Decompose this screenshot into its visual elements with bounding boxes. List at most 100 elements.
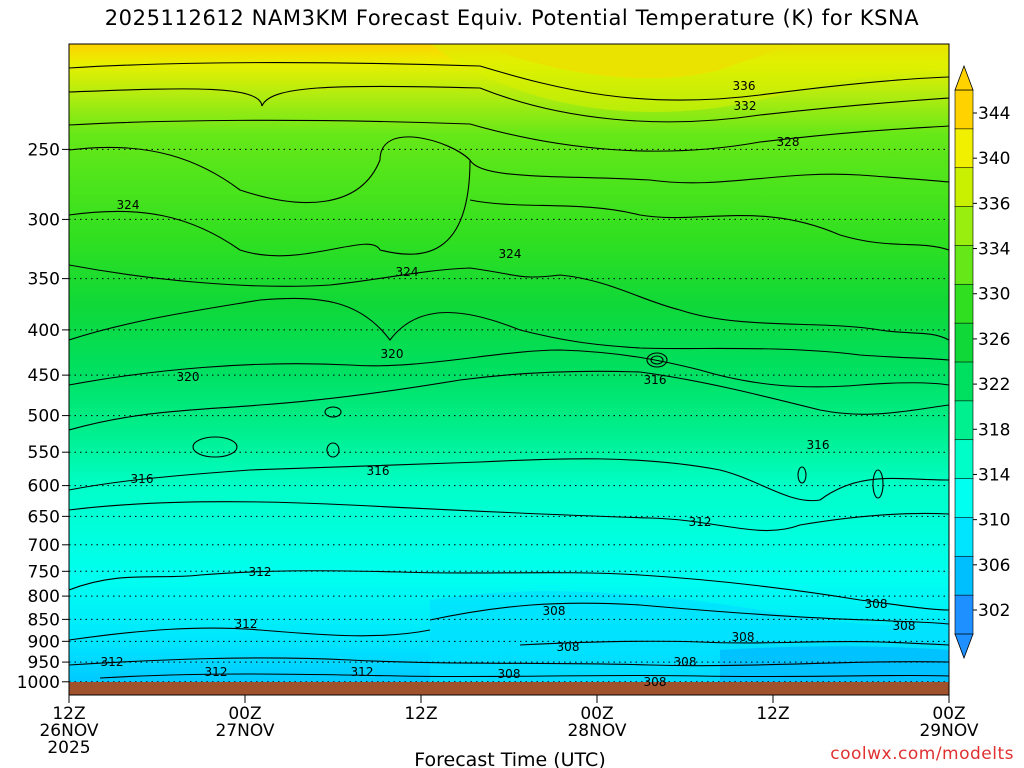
- y-tick-label: 1000: [17, 673, 60, 693]
- contour-line: [192, 436, 238, 458]
- x-tick-label: 00Z: [228, 704, 261, 724]
- colorbar-segment: [954, 361, 974, 402]
- contour-line: [69, 370, 949, 431]
- colorbar-segment: [954, 128, 974, 169]
- colorbar-label: 310: [978, 511, 1010, 531]
- colorbar-segment: [954, 439, 974, 480]
- contour-label: 312: [249, 565, 272, 579]
- contour-label: 320: [381, 347, 404, 361]
- chart-title: 2025112612 NAM3KM Forecast Equiv. Potent…: [104, 6, 920, 30]
- colorbar-label: 314: [978, 465, 1010, 485]
- contour-label: 312: [351, 665, 374, 679]
- field-layer: [69, 44, 949, 695]
- contour-label: 312: [689, 515, 712, 529]
- colorbar-top-arrow: [954, 64, 974, 91]
- y-tick-label: 350: [28, 270, 60, 290]
- theta-e-field: [69, 44, 949, 695]
- contour-line: [99, 673, 949, 679]
- colorbar-segment: [954, 206, 974, 247]
- colorbar-bottom-arrow: [954, 633, 974, 660]
- colorbar-segment: [954, 517, 974, 558]
- credit-text: coolwx.com/modelts: [830, 744, 1014, 764]
- colorbar-label: 344: [978, 104, 1010, 124]
- colorbar-segment: [954, 89, 974, 130]
- plot-frame: [68, 43, 950, 696]
- contour-label: 312: [235, 617, 258, 631]
- colorbar-label: 322: [978, 375, 1010, 395]
- contour-label: 308: [644, 675, 667, 689]
- x-tick-label: 00Z: [932, 704, 965, 724]
- contour-line: [69, 627, 431, 641]
- contour-line: [69, 159, 471, 257]
- y-tick-label: 500: [28, 407, 60, 427]
- contour-label: 336: [733, 79, 756, 93]
- contour-line: [872, 469, 884, 499]
- contour-line: [69, 264, 949, 341]
- contour-line: [326, 442, 340, 458]
- colorbar-segment: [954, 400, 974, 441]
- x-axis-title: Forecast Time (UTC): [414, 749, 605, 768]
- y-tick-label: 300: [28, 210, 60, 230]
- x-tick-label: 29NOV: [919, 721, 978, 741]
- y-tick-label: 750: [28, 562, 60, 582]
- colorbar-label: 334: [978, 240, 1010, 260]
- contour-line: [69, 85, 949, 123]
- contour-label: 308: [543, 604, 566, 618]
- colorbar-segment: [954, 594, 974, 635]
- x-tick-label: 12Z: [52, 704, 85, 724]
- colorbar-label: 318: [978, 420, 1010, 440]
- contour-label: 324: [396, 265, 419, 279]
- contour-line: [650, 355, 664, 365]
- colorbar-segment: [954, 555, 974, 596]
- y-tick-label: 450: [28, 366, 60, 386]
- contour-label: 312: [101, 655, 124, 669]
- x-tick-label: 12Z: [756, 704, 789, 724]
- x-tick-label: 28NOV: [567, 721, 626, 741]
- y-tick-label: 900: [28, 632, 60, 652]
- contour-label: 316: [807, 438, 830, 452]
- colorbar-label: 326: [978, 330, 1010, 350]
- contour-line: [797, 466, 807, 484]
- contour-label: 332: [734, 99, 757, 113]
- x-tick-label: 26NOV: [39, 721, 98, 741]
- contour-line: [429, 602, 949, 625]
- x-tick-label: 2025: [47, 738, 90, 758]
- contour-label: 308: [557, 640, 580, 654]
- contour-label: 320: [177, 370, 200, 384]
- contour-line: [69, 297, 949, 361]
- colorbar-label: 302: [978, 601, 1010, 621]
- contour-lines: [69, 61, 949, 679]
- pressure-grid: [69, 148, 949, 683]
- colorbar-label: 330: [978, 285, 1010, 305]
- contour-line: [519, 640, 949, 646]
- y-tick-label: 400: [28, 321, 60, 341]
- y-tick-label: 550: [28, 443, 60, 463]
- contour-line: [69, 458, 949, 502]
- colorbar-segment: [954, 245, 974, 286]
- y-tick-label: 600: [28, 477, 60, 497]
- x-tick-label: 00Z: [580, 704, 613, 724]
- colorbar-label: 306: [978, 556, 1010, 576]
- colorbar-label: 340: [978, 149, 1010, 169]
- contour-label: 316: [644, 373, 667, 387]
- colorbar-segment: [954, 478, 974, 519]
- y-tick-label: 250: [28, 140, 60, 160]
- y-tick-label: 800: [28, 587, 60, 607]
- contour-label: 308: [893, 619, 916, 633]
- contour-line: [69, 349, 949, 388]
- contour-labels: 336 332 328 324 324 324 320 320 316 316 316 316 312 3…: [101, 79, 916, 689]
- colorbar-label: 336: [978, 194, 1010, 214]
- colorbar-segment: [954, 283, 974, 324]
- contour-label: 308: [865, 597, 888, 611]
- contour-line: [69, 136, 949, 203]
- contour-label: 312: [205, 665, 228, 679]
- contour-label: 324: [499, 247, 522, 261]
- contour-line: [646, 352, 668, 368]
- contour-label: 324: [117, 198, 140, 212]
- field-high-region: [430, 44, 949, 113]
- y-tick-label: 700: [28, 536, 60, 556]
- contour-label: 328: [777, 135, 800, 149]
- x-tick-label: 12Z: [404, 704, 437, 724]
- contour-line: [69, 657, 949, 667]
